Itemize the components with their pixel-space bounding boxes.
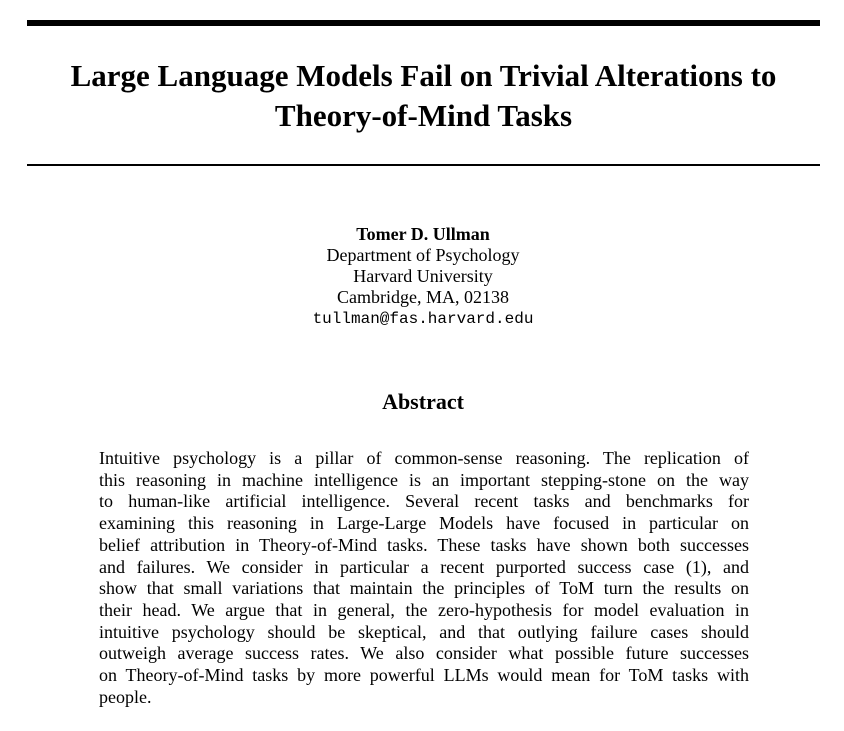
- abstract-line: intuitive psychology should be skeptical…: [99, 621, 749, 642]
- abstract-line: on Theory-of-Mind tasks by more powerful…: [99, 665, 749, 686]
- author-location: Cambridge, MA, 02138: [337, 287, 509, 307]
- abstract-line: examining this reasoning in Large-Large …: [99, 513, 749, 534]
- abstract-line: to human-like artificial intelligence. S…: [99, 491, 749, 512]
- abstract-line: show that small variations that maintain…: [99, 578, 749, 599]
- author-block: Tomer D. Ullman Department of Psychology…: [0, 224, 844, 330]
- author-department: Department of Psychology: [326, 245, 520, 265]
- abstract-line: this reasoning in machine intelligence i…: [99, 469, 749, 490]
- author-email: tullman@fas.harvard.edu: [312, 310, 534, 328]
- abstract-line: belief attribution in Theory-of-Mind tas…: [99, 534, 749, 555]
- abstract-line: people.: [99, 686, 152, 707]
- paper-title-line-1: Large Language Models Fail on Trivial Al…: [70, 58, 777, 93]
- title-top-rule: [27, 20, 820, 26]
- abstract-line: and failures. We consider in particular …: [99, 556, 749, 577]
- abstract-heading: Abstract: [382, 389, 464, 414]
- title-bottom-rule: [27, 164, 820, 166]
- paper-title-line-2: Theory-of-Mind Tasks: [274, 98, 573, 133]
- abstract-line: Intuitive psychology is a pillar of comm…: [99, 448, 749, 468]
- abstract-line: outweigh average success rates. We also …: [99, 643, 749, 664]
- abstract-body: Intuitive psychology is a pillar of comm…: [99, 448, 749, 708]
- paper-title: Large Language Models Fail on Trivial Al…: [27, 56, 820, 136]
- author-name: Tomer D. Ullman: [356, 224, 490, 244]
- abstract-line: their head. We argue that in general, th…: [99, 599, 749, 620]
- author-institution: Harvard University: [353, 266, 493, 286]
